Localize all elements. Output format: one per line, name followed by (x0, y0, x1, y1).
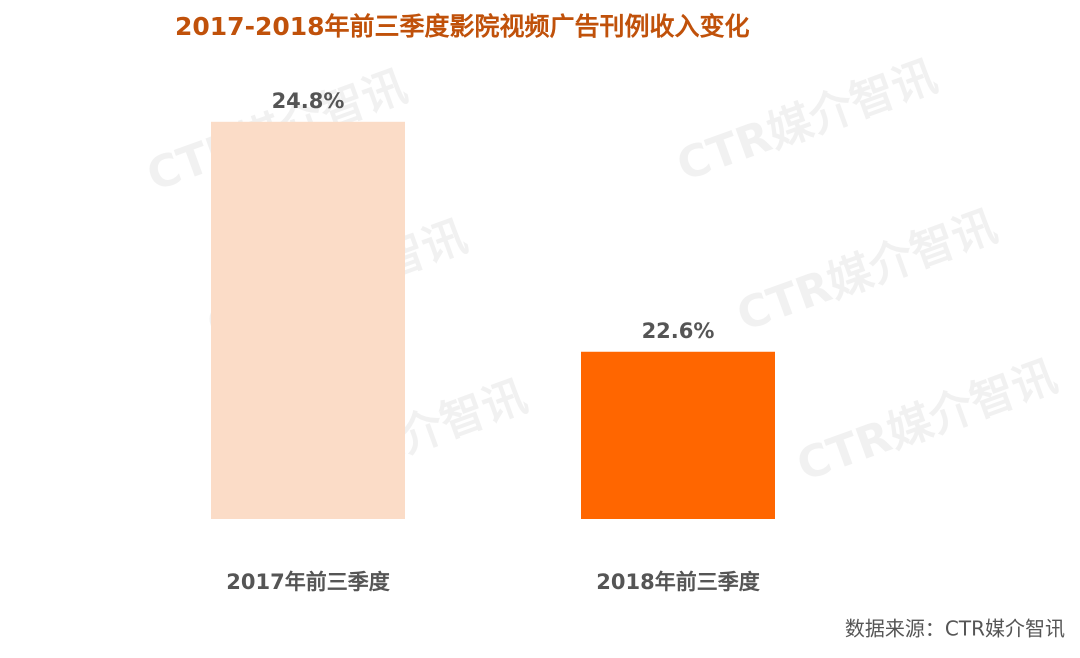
bar (581, 351, 775, 519)
bar (211, 121, 405, 520)
source-note: 数据来源：CTR媒介智讯 (845, 617, 1065, 641)
x-tick-label: 2018年前三季度 (596, 570, 759, 594)
chart-title: 2017-2018年前三季度影院视频广告刊例收入变化 (175, 12, 750, 41)
value-label: 24.8% (272, 89, 345, 113)
value-label: 22.6% (642, 319, 715, 343)
watermark: CTR媒介智讯 (790, 351, 1063, 492)
watermark: CTR媒介智讯 (730, 201, 1003, 342)
watermark: CTR媒介智讯 (670, 51, 943, 192)
x-tick-label: 2017年前三季度 (226, 570, 389, 594)
